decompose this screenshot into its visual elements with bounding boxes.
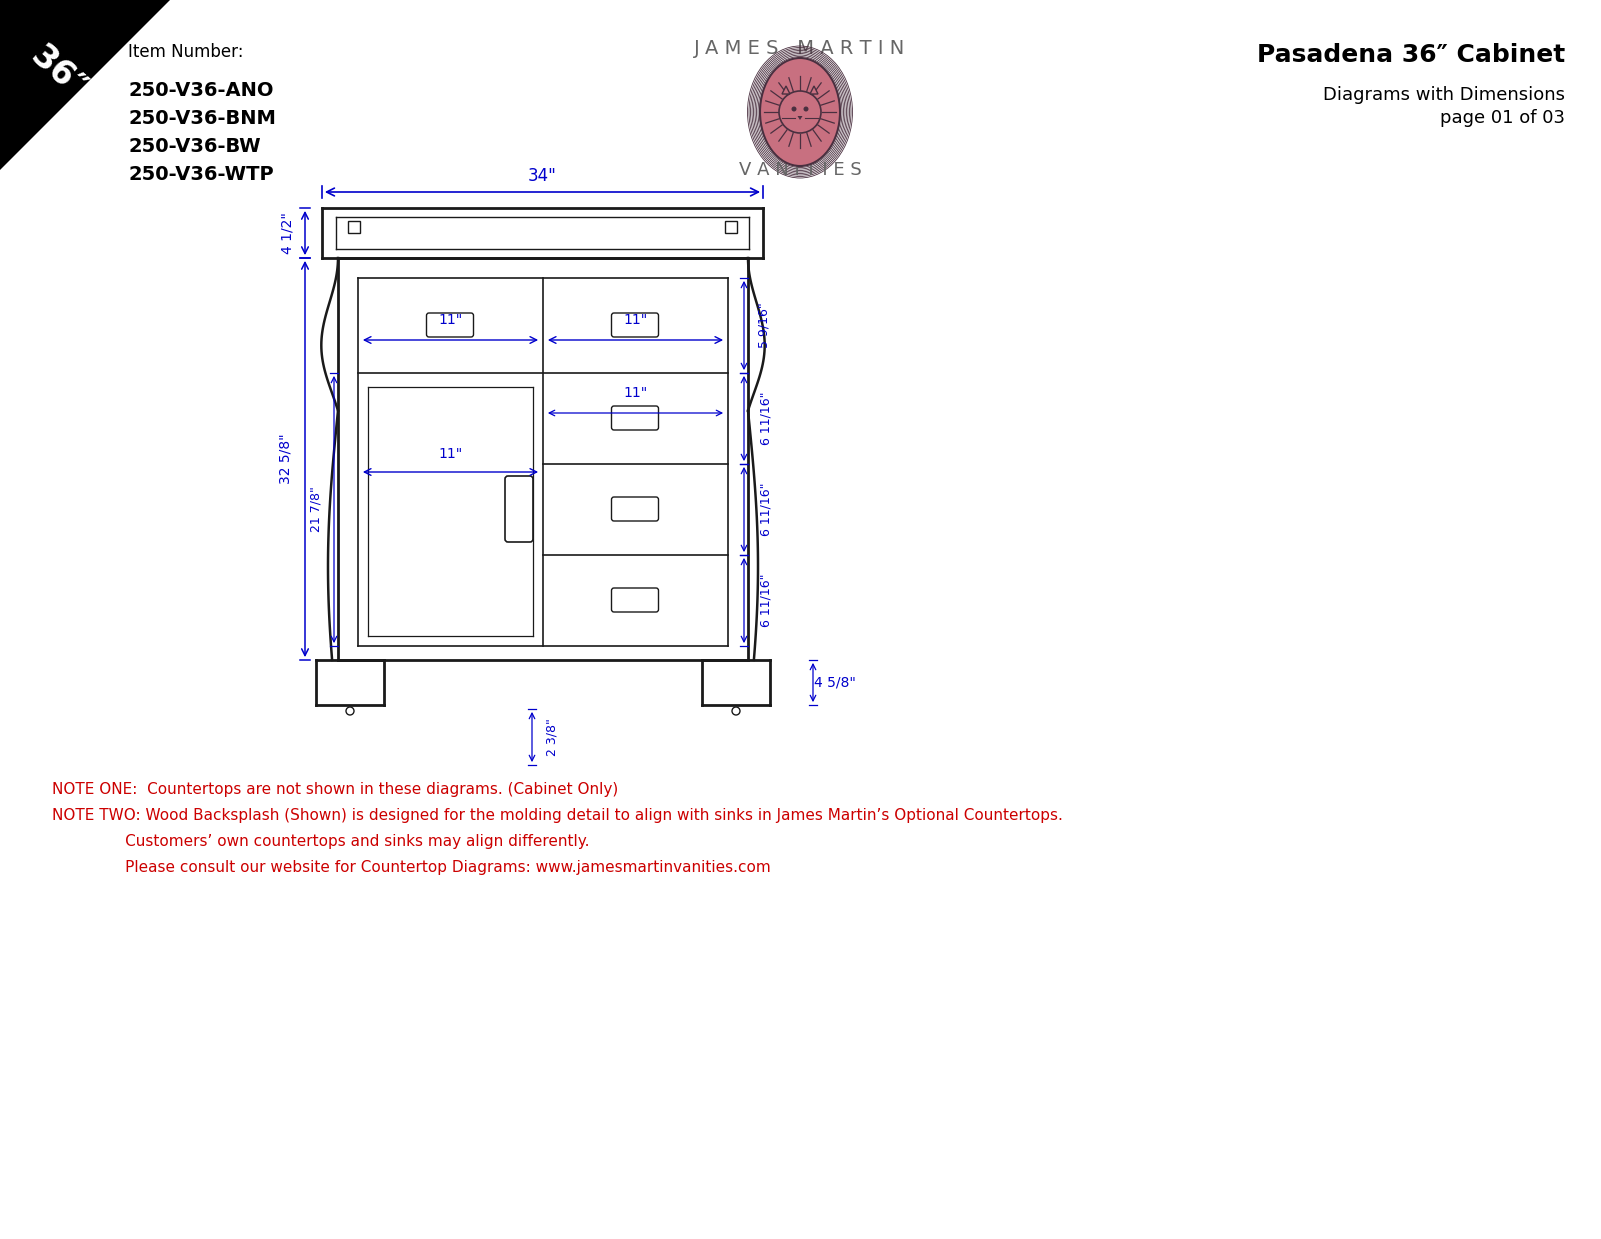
Circle shape [346,707,354,715]
Circle shape [804,107,809,112]
Circle shape [780,90,821,133]
Polygon shape [781,85,789,94]
Text: 6 11/16": 6 11/16" [759,392,773,445]
Text: J A M E S   M A R T I N: J A M E S M A R T I N [695,38,906,57]
Text: V A N I T I E S: V A N I T I E S [738,161,861,178]
Text: 11": 11" [439,313,463,327]
Text: Pasadena 36″ Cabinet: Pasadena 36″ Cabinet [1257,43,1566,67]
Text: 250-V36-BNM: 250-V36-BNM [128,109,275,128]
Text: 11": 11" [439,447,463,461]
Text: Item Number:: Item Number: [128,43,243,61]
Text: 250-V36-BW: 250-V36-BW [128,136,261,156]
Ellipse shape [760,58,841,166]
Polygon shape [797,116,802,120]
Text: 34": 34" [528,167,557,185]
Text: NOTE ONE:  Countertops are not shown in these diagrams. (Cabinet Only): NOTE ONE: Countertops are not shown in t… [51,782,618,797]
Text: 4 5/8": 4 5/8" [813,675,857,689]
Circle shape [732,707,740,715]
Text: 21 7/8": 21 7/8" [309,487,322,533]
Text: NOTE TWO: Wood Backsplash (Shown) is designed for the molding detail to align wi: NOTE TWO: Wood Backsplash (Shown) is des… [51,808,1063,823]
Text: 11": 11" [623,313,648,327]
Text: 2 3/8": 2 3/8" [546,719,559,756]
Text: 36″: 36″ [24,40,91,105]
Text: 6 11/16": 6 11/16" [759,574,773,627]
Polygon shape [810,85,818,94]
Text: Please consult our website for Countertop Diagrams: www.jamesmartinvanities.com: Please consult our website for Counterto… [51,860,770,875]
Polygon shape [0,0,170,170]
Text: page 01 of 03: page 01 of 03 [1439,109,1566,128]
Text: Diagrams with Dimensions: Diagrams with Dimensions [1322,85,1566,104]
Text: 5 9/16": 5 9/16" [757,302,770,348]
Text: 6 11/16": 6 11/16" [759,483,773,536]
Text: Customers’ own countertops and sinks may align differently.: Customers’ own countertops and sinks may… [51,834,589,849]
Text: 4 1/2": 4 1/2" [280,212,295,254]
Text: 32 5/8": 32 5/8" [279,434,291,484]
Text: 11": 11" [623,387,648,400]
Circle shape [791,107,797,112]
Text: 250-V36-ANO: 250-V36-ANO [128,81,274,99]
Text: 250-V36-WTP: 250-V36-WTP [128,165,274,183]
